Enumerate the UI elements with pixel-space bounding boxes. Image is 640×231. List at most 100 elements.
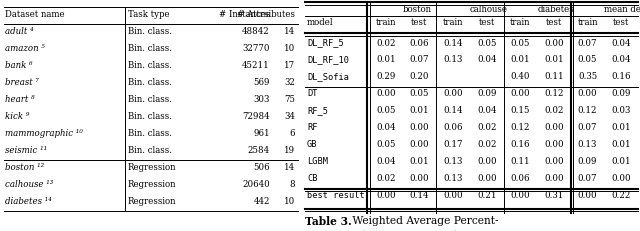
Text: 0.12: 0.12 — [578, 106, 597, 115]
Text: 0.16: 0.16 — [611, 72, 631, 81]
Text: 0.02: 0.02 — [376, 38, 396, 47]
Text: 0.04: 0.04 — [611, 38, 631, 47]
Text: 75: 75 — [284, 94, 295, 103]
Text: DT: DT — [307, 89, 317, 98]
Text: 0.01: 0.01 — [410, 157, 429, 166]
Text: age Error (best model delta): age Error (best model delta) — [305, 230, 459, 231]
Text: 0.02: 0.02 — [477, 123, 497, 132]
Text: 0.09: 0.09 — [611, 89, 631, 98]
Text: DL_RF_5: DL_RF_5 — [307, 38, 344, 47]
Text: DL_RF_10: DL_RF_10 — [307, 55, 349, 64]
Text: 442: 442 — [253, 196, 270, 205]
Text: 0.00: 0.00 — [410, 123, 429, 132]
Text: diabetes: diabetes — [537, 5, 574, 14]
Text: RF_5: RF_5 — [307, 106, 328, 115]
Text: 0.05: 0.05 — [477, 38, 497, 47]
Text: 32770: 32770 — [243, 44, 270, 53]
Text: test: test — [546, 18, 562, 27]
Text: 0.07: 0.07 — [578, 38, 597, 47]
Text: 0.00: 0.00 — [511, 191, 530, 200]
Text: 0.01: 0.01 — [544, 55, 564, 64]
Text: 0.16: 0.16 — [511, 140, 530, 149]
Text: calhouse ¹³: calhouse ¹³ — [5, 179, 53, 188]
Text: 14: 14 — [284, 27, 295, 36]
Text: 0.14: 0.14 — [410, 191, 429, 200]
Text: breast ⁷: breast ⁷ — [5, 78, 39, 87]
Text: 0.00: 0.00 — [444, 89, 463, 98]
Text: test: test — [412, 18, 428, 27]
Text: 0.04: 0.04 — [611, 55, 631, 64]
Text: model: model — [307, 18, 333, 27]
Text: diabetes ¹⁴: diabetes ¹⁴ — [5, 196, 52, 205]
Text: kick ⁹: kick ⁹ — [5, 112, 29, 121]
Text: 0.12: 0.12 — [544, 89, 564, 98]
Text: # Attrsibutes: # Attrsibutes — [237, 10, 295, 19]
Text: 14: 14 — [284, 162, 295, 171]
Text: 0.05: 0.05 — [376, 140, 396, 149]
Text: boston: boston — [403, 5, 431, 14]
Text: 0.31: 0.31 — [544, 191, 564, 200]
Text: 0.00: 0.00 — [477, 174, 497, 183]
Text: 0.22: 0.22 — [611, 191, 631, 200]
Text: 0.01: 0.01 — [611, 123, 631, 132]
Text: 0.06: 0.06 — [511, 174, 530, 183]
Text: train: train — [510, 18, 531, 27]
Text: 0.00: 0.00 — [544, 174, 564, 183]
Text: 32: 32 — [284, 78, 295, 87]
Text: 0.04: 0.04 — [376, 157, 396, 166]
Text: 0.00: 0.00 — [444, 191, 463, 200]
Text: Bin. class.: Bin. class. — [128, 112, 172, 121]
Text: 48842: 48842 — [243, 27, 270, 36]
Text: 0.05: 0.05 — [578, 55, 597, 64]
Text: adult ⁴: adult ⁴ — [5, 27, 34, 36]
Text: 0.07: 0.07 — [410, 55, 429, 64]
Text: 8: 8 — [289, 179, 295, 188]
Text: 0.02: 0.02 — [477, 140, 497, 149]
Text: Bin. class.: Bin. class. — [128, 128, 172, 137]
Text: train: train — [577, 18, 598, 27]
Text: 0.02: 0.02 — [544, 106, 564, 115]
Text: 0.29: 0.29 — [376, 72, 396, 81]
Text: 6: 6 — [289, 128, 295, 137]
Text: 0.06: 0.06 — [410, 38, 429, 47]
Text: GB: GB — [307, 140, 317, 149]
Text: 0.00: 0.00 — [544, 123, 564, 132]
Text: 0.04: 0.04 — [477, 55, 497, 64]
Text: # Instances: # Instances — [219, 10, 270, 19]
Text: Bin. class.: Bin. class. — [128, 145, 172, 154]
Text: 0.04: 0.04 — [376, 123, 396, 132]
Text: seismic ¹¹: seismic ¹¹ — [5, 145, 47, 154]
Text: Task type: Task type — [128, 10, 170, 19]
Text: 0.01: 0.01 — [611, 140, 631, 149]
Text: 0.00: 0.00 — [376, 191, 396, 200]
Text: DL_Sofia: DL_Sofia — [307, 72, 349, 81]
Text: RF: RF — [307, 123, 317, 132]
Text: 0.00: 0.00 — [611, 174, 631, 183]
Text: 0.13: 0.13 — [444, 55, 463, 64]
Text: Bin. class.: Bin. class. — [128, 44, 172, 53]
Text: 19: 19 — [284, 145, 295, 154]
Text: 10: 10 — [284, 196, 295, 205]
Text: Bin. class.: Bin. class. — [128, 94, 172, 103]
Text: train: train — [376, 18, 396, 27]
Text: 45211: 45211 — [243, 61, 270, 70]
Text: 20640: 20640 — [243, 179, 270, 188]
Text: 0.03: 0.03 — [611, 106, 631, 115]
Text: train: train — [443, 18, 463, 27]
Text: 0.01: 0.01 — [410, 106, 429, 115]
Text: 0.00: 0.00 — [544, 38, 564, 47]
Text: 34: 34 — [284, 112, 295, 121]
Text: 0.21: 0.21 — [477, 191, 497, 200]
Text: 17: 17 — [284, 61, 295, 70]
Text: 0.00: 0.00 — [578, 191, 597, 200]
Text: 961: 961 — [253, 128, 270, 137]
Text: Bin. class.: Bin. class. — [128, 78, 172, 87]
Text: 0.40: 0.40 — [511, 72, 530, 81]
Text: 0.00: 0.00 — [511, 89, 530, 98]
Text: 0.06: 0.06 — [444, 123, 463, 132]
Text: 0.15: 0.15 — [511, 106, 530, 115]
Text: 0.00: 0.00 — [544, 140, 564, 149]
Text: calhouse: calhouse — [470, 5, 508, 14]
Text: 2584: 2584 — [248, 145, 270, 154]
Text: Weighted Average Percent-: Weighted Average Percent- — [349, 216, 499, 225]
